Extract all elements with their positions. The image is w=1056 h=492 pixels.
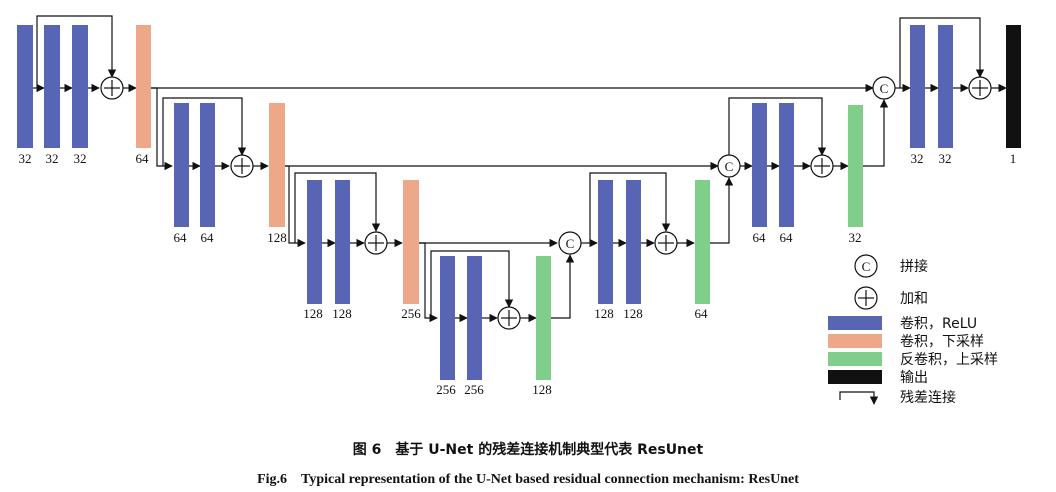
dec1-label-2: 32 [939,151,952,166]
dec3-conv-1 [598,180,613,304]
dec2-conv-2 [779,103,794,227]
enc1-conv-1 [17,25,33,148]
legend-up-swatch [828,352,882,366]
residual-skip [294,172,381,243]
enc3-label-2: 128 [332,306,352,321]
down2-label: 128 [267,230,287,245]
legend-add-label: 加和 [900,291,928,307]
residual-skip [589,172,671,243]
dec1-conv-2 [938,25,953,148]
dec3-conv-2 [626,180,641,304]
dec3-concat-op [558,231,582,255]
legend-down-label: 卷积，下采样 [900,334,984,350]
connector-line [710,177,734,244]
connector-line [551,254,575,319]
up3-deconv-up [848,105,863,227]
enc3-conv-1 [307,180,322,304]
down3-label: 256 [401,306,421,321]
legend-concat-symbol: C [862,259,871,274]
dec1-concat-op [872,76,896,100]
bottom-conv-2 [467,256,482,380]
connector-line [863,99,889,167]
legend-residual-icon [839,391,879,405]
residual-skip [899,17,985,88]
enc3-label-1: 128 [303,306,323,321]
connector-line [151,87,173,171]
dec2-label-1: 64 [753,230,767,245]
down3-conv-down [403,180,419,304]
legend-residual-label: 残差连接 [900,389,956,406]
legend-down-swatch [828,334,882,348]
down1-label: 64 [136,151,150,166]
enc2-conv-1 [174,103,189,227]
up3-label: 32 [849,230,862,245]
down2-conv-down [269,103,285,227]
enc3-conv-2 [335,180,350,304]
residual-skip [430,250,514,318]
legend-up-label: 反卷积，上采样 [900,352,998,368]
dec2-concat-op-symbol: C [725,159,734,174]
bottom-conv-1 [440,256,455,380]
bottom-label-1: 256 [436,382,456,397]
up1-deconv-up [536,256,551,380]
dec2-conv-1 [752,103,767,227]
residual-skip [36,15,117,88]
residual-skip [162,97,247,166]
up2-label: 64 [695,306,709,321]
dec3-concat-op-symbol: C [566,236,575,251]
legend-concat-label: 拼接 [900,258,928,275]
legend-conv-label: 卷积，ReLU [900,316,977,332]
legend-concat-icon [854,254,878,278]
caption-en: Fig.6 Typical representation of the U-Ne… [257,472,799,487]
dec2-label-2: 64 [780,230,794,245]
output-layer [1006,25,1021,148]
enc2-label-2: 64 [201,230,215,245]
dec3-label-2: 128 [623,306,643,321]
enc1-label-1: 32 [19,151,32,166]
legend-conv-swatch [828,316,882,330]
bottom-label-2: 256 [464,382,484,397]
enc1-label-2: 32 [46,151,59,166]
dec1-label-1: 32 [911,151,924,166]
up1-label: 128 [532,382,552,397]
legend: C 拼接 加和 卷积，ReLU 卷积，下采样 反卷积，上采样 输出 残差连接 [828,254,998,406]
up2-deconv-up [695,180,710,304]
connector-line [419,242,438,323]
enc1-label-3: 32 [74,151,87,166]
down1-conv-down [136,25,151,148]
dec2-concat-op [717,154,741,178]
dec3-label-1: 128 [594,306,614,321]
dec1-conv-1 [910,25,925,148]
enc2-label-1: 64 [174,230,188,245]
legend-output-label: 输出 [900,370,928,386]
output-label: 1 [1010,151,1017,166]
enc1-conv-3 [72,25,88,148]
enc1-conv-2 [44,25,60,148]
legend-output-swatch [828,370,882,384]
residual-skip [728,97,827,156]
enc2-conv-2 [200,103,215,227]
dec1-concat-op-symbol: C [880,81,889,96]
connector-line [285,165,306,248]
caption-cn: 图 6 基于 U-Net 的残差连接机制典型代表 ResUnet [353,441,704,458]
